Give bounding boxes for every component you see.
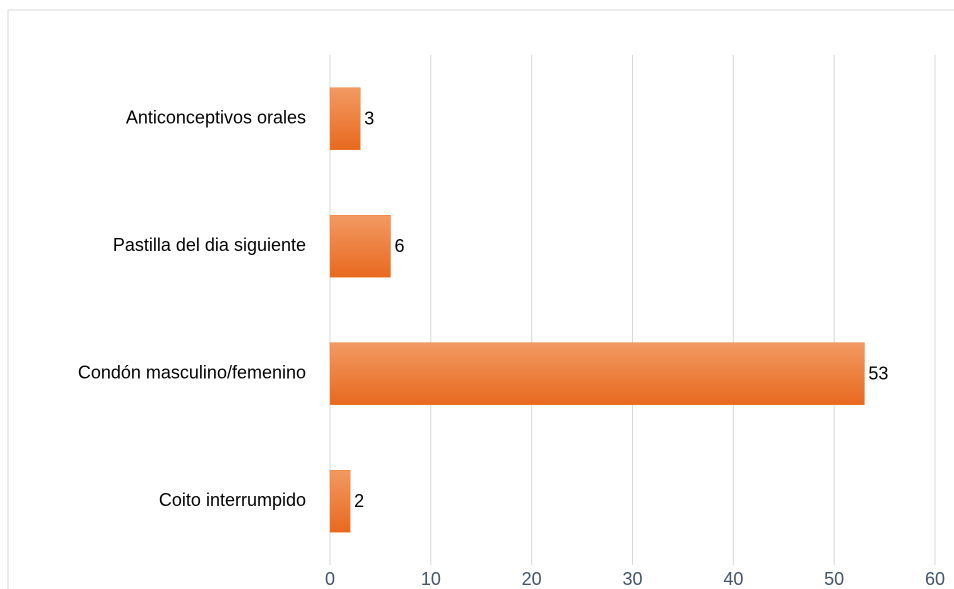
y-tick-label: Pastilla del dia siguiente (113, 235, 306, 255)
x-tick-label: 20 (522, 569, 542, 589)
x-tick-label: 30 (622, 569, 642, 589)
bar (329, 215, 391, 278)
x-tick-label: 10 (421, 569, 441, 589)
x-tick-label: 40 (723, 569, 743, 589)
y-tick-label: Condón masculino/femenino (78, 363, 306, 383)
bar (329, 470, 351, 533)
x-tick-label: 60 (925, 569, 945, 589)
data-label: 6 (395, 236, 405, 256)
data-label: 3 (364, 109, 374, 129)
data-label: 2 (354, 491, 364, 511)
y-tick-label: Anticonceptivos orales (126, 108, 306, 128)
chart-frame (7, 9, 954, 589)
x-tick-label: 50 (824, 569, 844, 589)
bar (329, 87, 361, 150)
bar (329, 342, 865, 405)
data-label: 53 (868, 364, 888, 384)
x-tick-label: 0 (325, 569, 335, 589)
y-tick-label: Coito interrumpido (159, 490, 306, 510)
